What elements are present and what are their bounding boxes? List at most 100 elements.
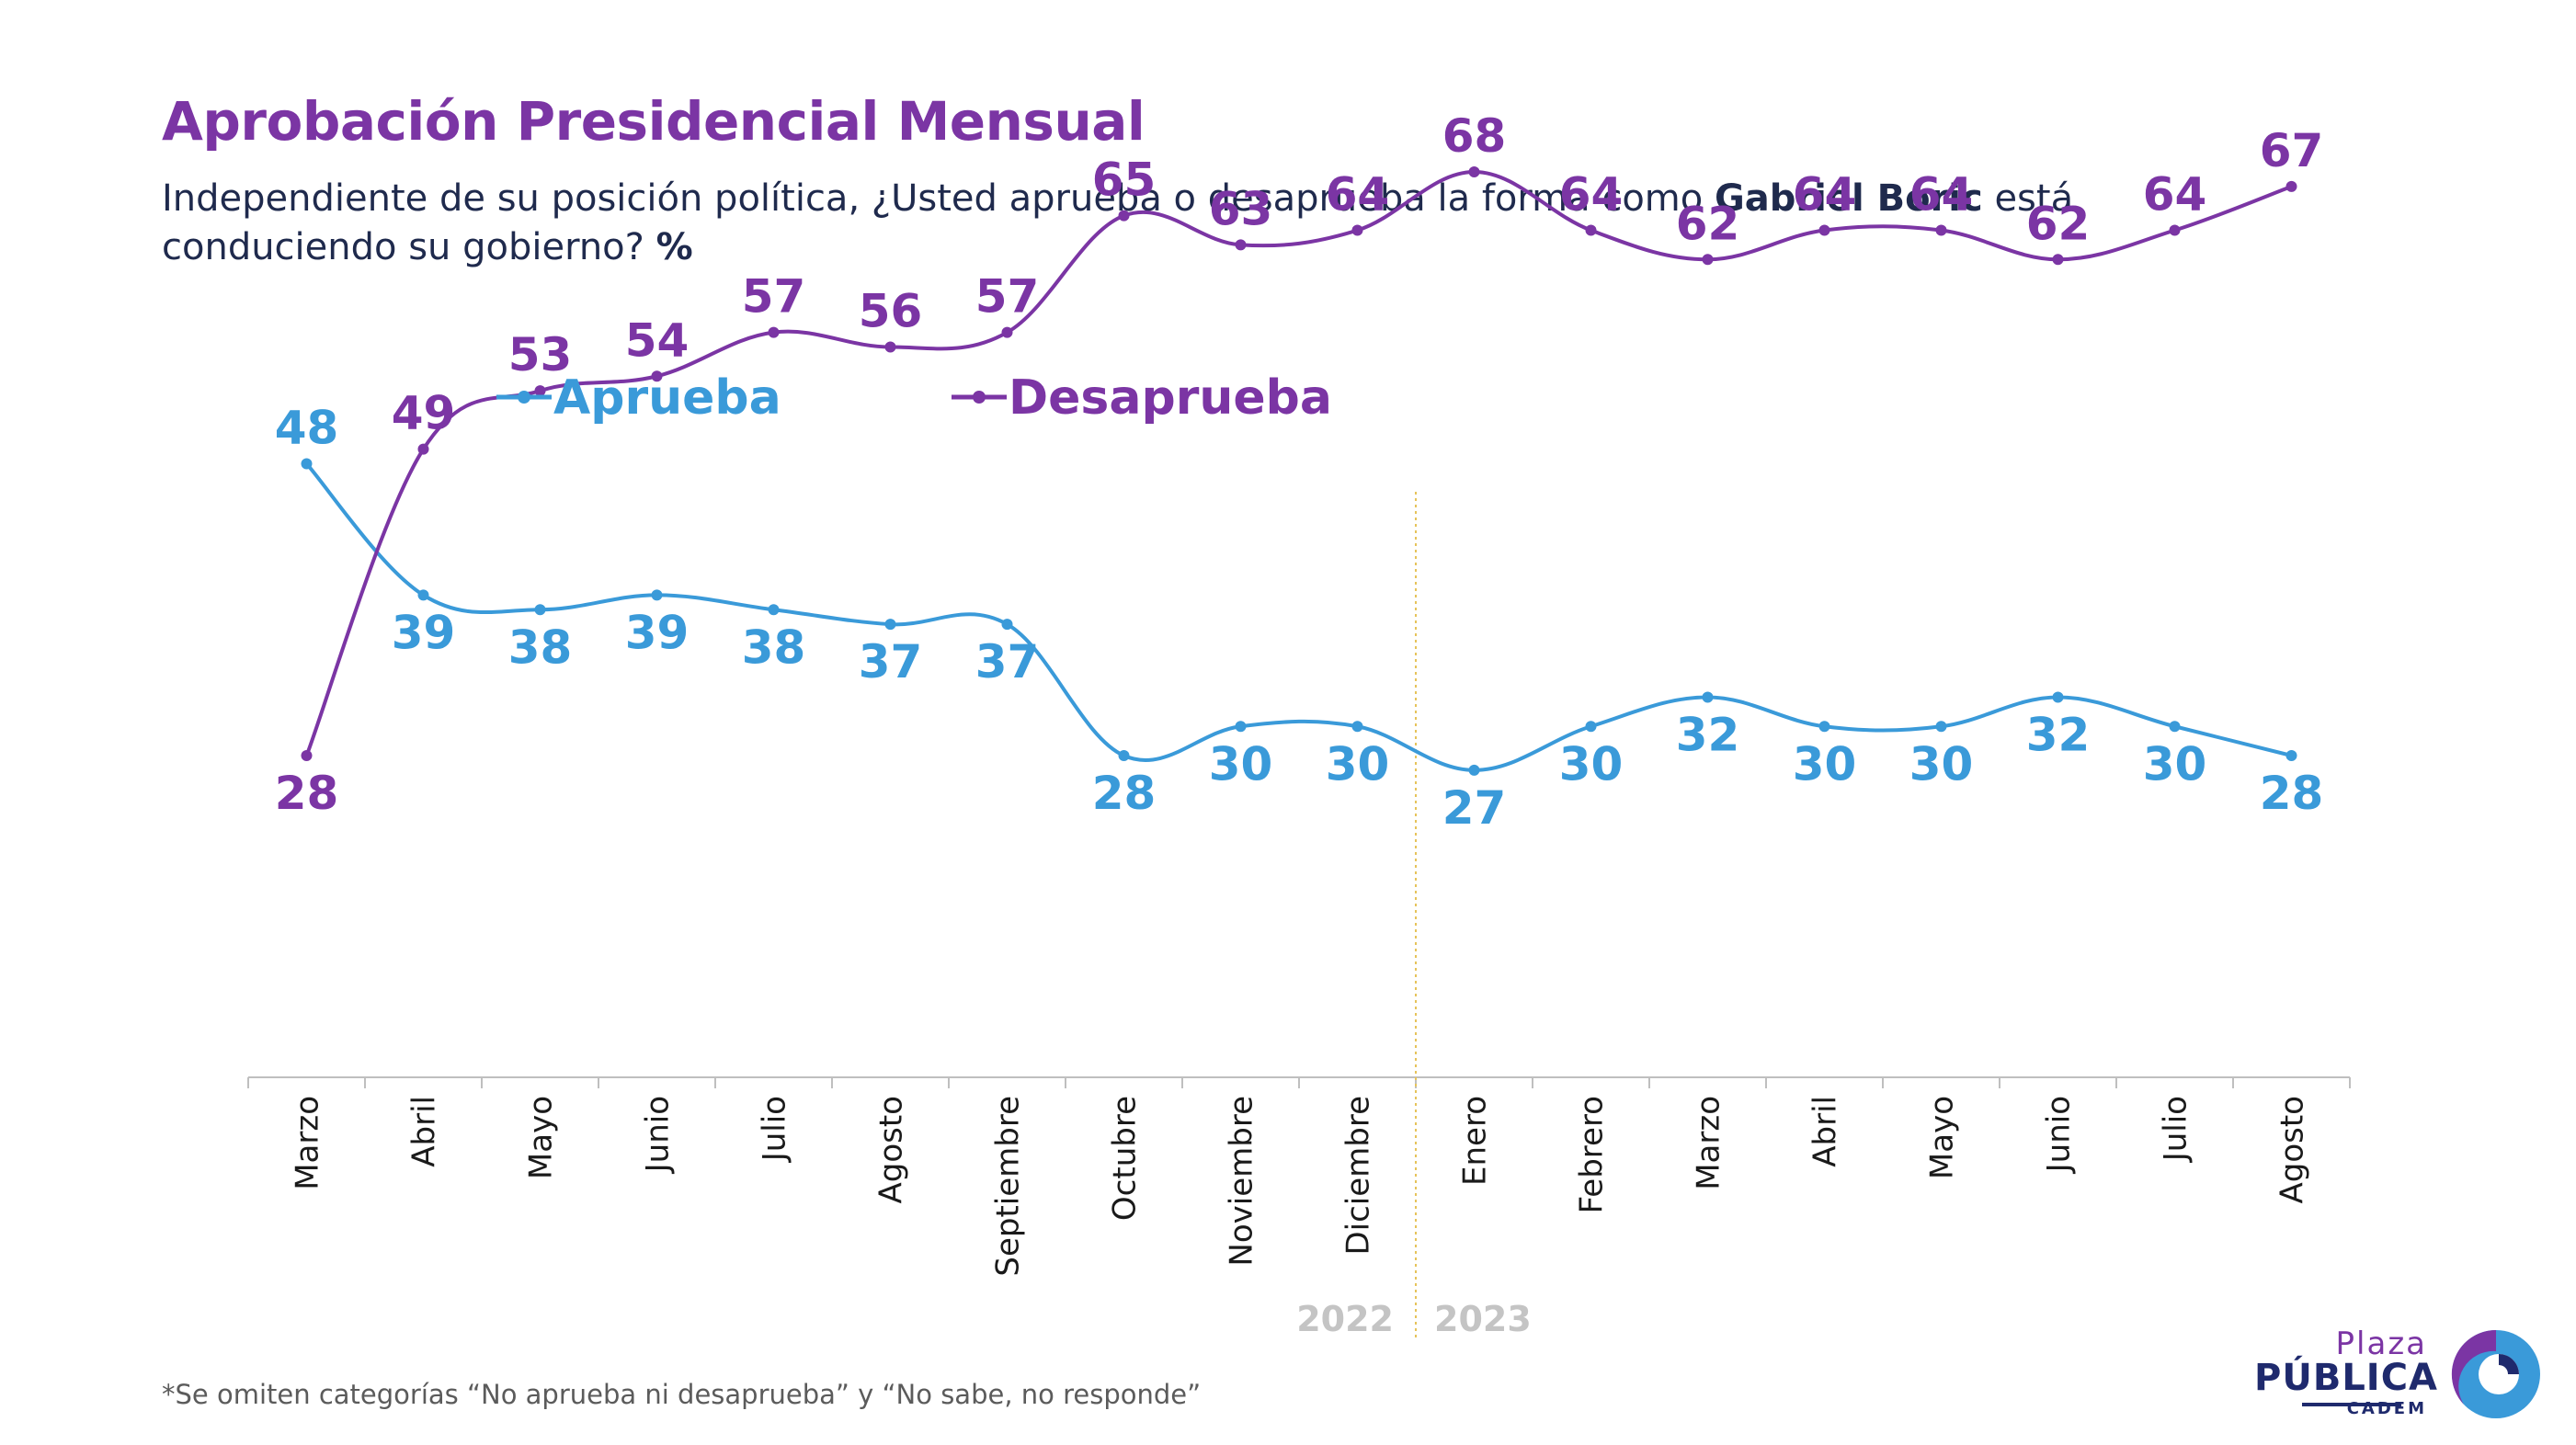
data-point — [1585, 224, 1597, 236]
logo-text-publica: PÚBLICA — [2254, 1357, 2438, 1399]
data-label: 64 — [1326, 168, 1390, 222]
data-label: 37 — [859, 635, 923, 688]
data-label: 30 — [2143, 737, 2207, 791]
data-label: 30 — [1909, 737, 1974, 791]
footnote: *Se omiten categorías “No aprueba ni des… — [162, 1379, 1202, 1410]
data-label: 64 — [1793, 168, 1857, 222]
x-tick-label: Abril — [406, 1096, 443, 1167]
data-label: 39 — [392, 606, 456, 659]
data-point — [1235, 239, 1247, 251]
data-point — [768, 326, 780, 338]
data-label: 39 — [625, 606, 690, 659]
subtitle-text-end: está conduciendo su gobierno? — [162, 177, 2074, 268]
data-point — [2285, 180, 2297, 192]
data-label: 38 — [508, 620, 573, 674]
data-label: 56 — [859, 285, 923, 338]
data-point — [534, 385, 546, 397]
x-tick-label: Agosto — [2274, 1096, 2311, 1204]
data-label: 38 — [742, 620, 806, 674]
data-point — [1235, 721, 1247, 733]
data-label: 64 — [2143, 168, 2207, 222]
data-point — [2285, 750, 2297, 761]
data-label: 63 — [1209, 182, 1273, 235]
plaza-publica-cadem-logo: Plaza PÚBLICA CADEM — [2254, 1324, 2547, 1425]
year-label: 2022 — [1296, 1299, 1394, 1339]
data-point — [651, 589, 663, 601]
data-point — [2052, 691, 2064, 703]
year-label: 2023 — [1434, 1299, 1532, 1339]
chart-title: Aprobación Presidencial Mensual — [162, 90, 1146, 153]
data-label: 27 — [1442, 781, 1507, 835]
logo-text-cadem: CADEM — [2346, 1399, 2427, 1418]
data-label: 32 — [1676, 709, 1740, 762]
logo-swirl-icon — [2451, 1329, 2540, 1418]
data-label: 68 — [1442, 109, 1507, 163]
data-point — [1468, 764, 1480, 776]
x-tick-label: Septiembre — [990, 1096, 1027, 1277]
data-point — [2052, 254, 2064, 266]
data-label: 54 — [625, 313, 690, 367]
x-tick-label: Junio — [2041, 1096, 2078, 1174]
legend-marker — [518, 391, 530, 404]
data-point — [2169, 721, 2181, 733]
data-label: 48 — [275, 402, 339, 455]
x-tick-label: Julio — [757, 1096, 793, 1163]
data-label: 28 — [275, 767, 339, 820]
data-label: 67 — [2260, 124, 2324, 177]
chart-subtitle: Independiente de su posición política, ¿… — [162, 175, 2276, 272]
data-point — [417, 589, 429, 601]
x-tick-label: Marzo — [290, 1096, 326, 1190]
data-label: 28 — [1092, 767, 1157, 820]
data-label: 62 — [2026, 197, 2091, 250]
data-point — [884, 341, 896, 353]
data-point — [1351, 721, 1363, 733]
data-point — [1001, 619, 1013, 631]
x-tick-label: Mayo — [1924, 1096, 1961, 1179]
x-tick-label: Junio — [640, 1096, 677, 1174]
data-label: 28 — [2260, 767, 2324, 820]
data-point — [884, 619, 896, 631]
data-point — [1468, 166, 1480, 177]
data-label: 64 — [1909, 168, 1974, 222]
data-label: 37 — [975, 635, 1040, 688]
series-line-aprueba — [304, 461, 2294, 772]
x-tick-label: Marzo — [1691, 1096, 1727, 1190]
logo-text-plaza: Plaza — [2335, 1326, 2427, 1362]
x-tick-label: Enero — [1457, 1096, 1494, 1186]
data-label: 30 — [1209, 737, 1273, 791]
x-tick-label: Febrero — [1574, 1096, 1611, 1213]
line-chart: Marzo Abril Mayo Junio Julio Agosto Septiembre… — [247, 109, 2351, 1340]
x-tick-label: Abril — [1807, 1096, 1844, 1167]
x-tick-label: Octubre — [1107, 1096, 1144, 1221]
data-label: 64 — [1559, 168, 1624, 222]
legend-marker — [973, 391, 986, 404]
data-label: 62 — [1676, 197, 1740, 250]
x-tick-label: Julio — [2158, 1096, 2194, 1163]
data-point — [1702, 254, 1714, 266]
data-point — [417, 443, 429, 455]
legend-label: Aprueba — [553, 370, 781, 426]
data-point — [1935, 721, 1947, 733]
data-label: 57 — [975, 270, 1040, 324]
data-point — [1118, 750, 1130, 761]
data-label: 53 — [508, 328, 573, 381]
data-label: 49 — [392, 387, 456, 440]
data-label: 30 — [1793, 737, 1857, 791]
subtitle-text: Independiente de su posición política, ¿… — [162, 177, 1715, 220]
data-point — [1585, 721, 1597, 733]
legend-label: Desaprueba — [1009, 370, 1332, 426]
data-label: 30 — [1326, 737, 1390, 791]
x-tick-label: Agosto — [873, 1096, 910, 1204]
data-point — [1818, 721, 1830, 733]
data-point — [1351, 224, 1363, 236]
data-point — [1702, 691, 1714, 703]
data-point — [2169, 224, 2181, 236]
logo-underline — [2302, 1403, 2401, 1406]
data-point — [301, 750, 313, 761]
data-point — [1001, 326, 1013, 338]
data-point — [1118, 210, 1130, 222]
subtitle-name: Gabriel Boric — [1714, 177, 1983, 220]
x-tick-label: Diciembre — [1340, 1096, 1377, 1256]
data-point — [768, 604, 780, 616]
data-point — [1818, 224, 1830, 236]
